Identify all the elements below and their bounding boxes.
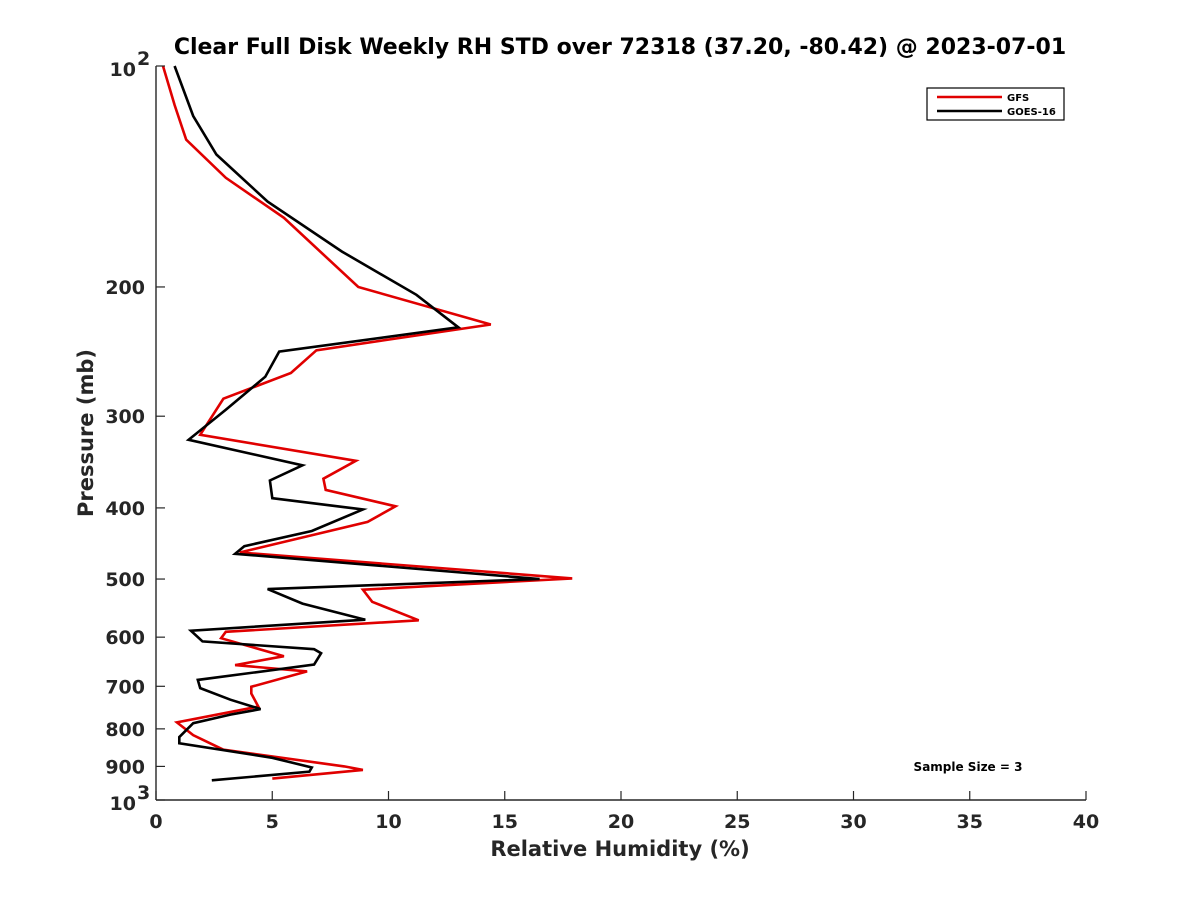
legend: GFS GOES-16: [926, 87, 1065, 121]
y-tick-exponent: 2: [137, 48, 150, 70]
x-tick-label: 0: [149, 811, 162, 833]
series-line-goes-16: [173, 65, 540, 782]
x-tick-label: 10: [375, 811, 401, 833]
x-tick-label: 40: [1073, 811, 1099, 833]
y-axis-label: Pressure (mb): [74, 349, 98, 517]
x-tick-label: 20: [608, 811, 634, 833]
plot-background: [156, 66, 1086, 800]
series-line-gfs: [161, 65, 573, 780]
legend-entry: GFS: [1007, 93, 1029, 104]
x-tick-label: 5: [266, 811, 279, 833]
y-tick-label: 900: [105, 756, 145, 778]
y-tick-label: 800: [105, 719, 145, 741]
y-tick-label: 600: [105, 627, 145, 649]
x-tick-label: 30: [840, 811, 866, 833]
x-tick-label: 35: [957, 811, 983, 833]
y-tick-label: 200: [105, 277, 145, 299]
y-tick-label: 300: [105, 406, 145, 428]
y-tick-label: 10: [110, 59, 136, 81]
y-tick-exponent: 3: [137, 782, 150, 804]
y-tick-label: 400: [105, 498, 145, 520]
x-tick-label: 15: [492, 811, 518, 833]
series-lines: [161, 65, 573, 782]
y-tick-label: 700: [105, 676, 145, 698]
x-axis-label: Relative Humidity (%): [490, 837, 749, 861]
plot-area: [156, 66, 1086, 800]
y-tick-label: 500: [105, 569, 145, 591]
chart-title: Clear Full Disk Weekly RH STD over 72318…: [174, 35, 1066, 60]
sample-size-annotation: Sample Size = 3: [914, 760, 1023, 774]
legend-entry: GOES-16: [1007, 107, 1056, 118]
x-tick-label: 25: [724, 811, 750, 833]
legend-box: [926, 87, 1065, 121]
y-tick-label: 10: [110, 793, 136, 815]
